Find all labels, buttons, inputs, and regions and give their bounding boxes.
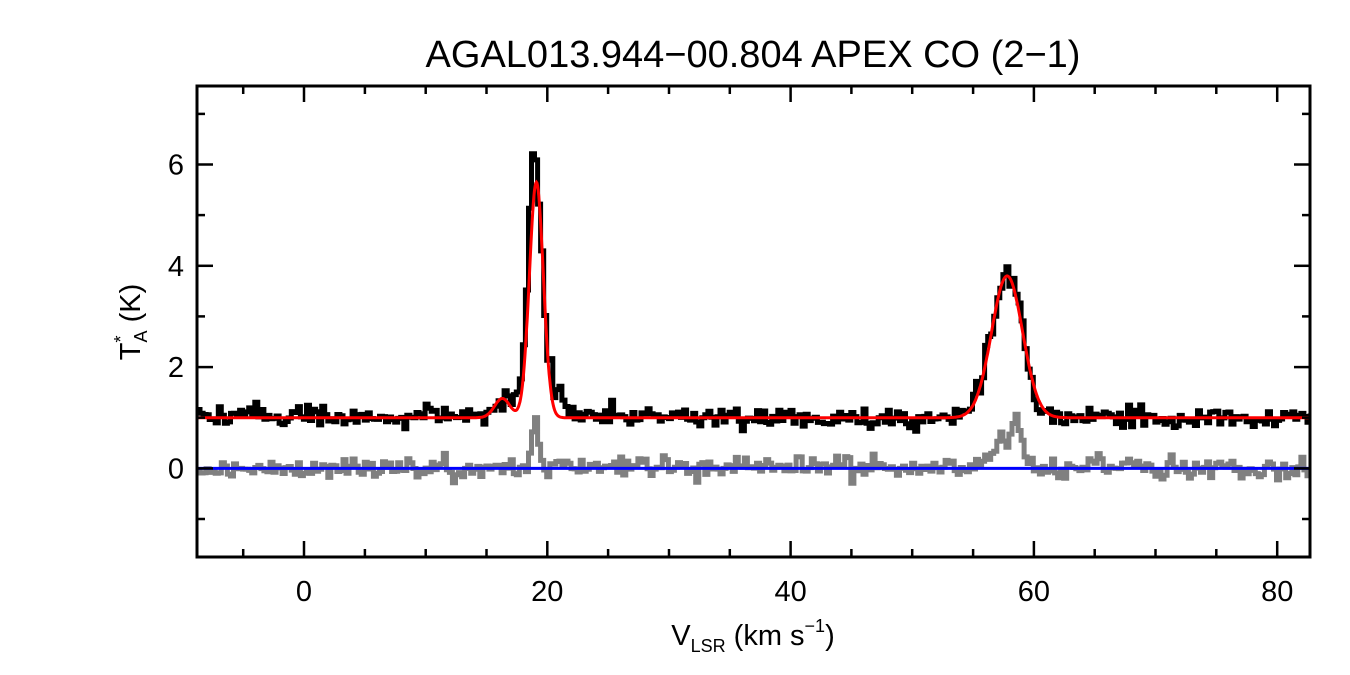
x-axis-label-sub: LSR [691, 636, 726, 656]
x-tick-label: 20 [531, 576, 563, 608]
y-tick-label: 0 [168, 453, 184, 485]
plot-frame [195, 84, 1312, 559]
plot-area [197, 151, 1310, 486]
y-tick-label: 6 [168, 150, 184, 182]
x-tick-label: 60 [1018, 576, 1050, 608]
x-tick-labels: 0 20 40 60 80 [296, 576, 1293, 608]
series-observed-spectrum [197, 151, 1310, 434]
y-axis-label-sup: * [111, 336, 131, 343]
axis-ticks [197, 86, 1310, 557]
x-axis-label-unit: (km s [726, 620, 805, 652]
x-axis-label-main: V [671, 620, 691, 652]
x-axis-label-unit-close: ) [825, 620, 835, 652]
y-axis-label-main: T [115, 342, 147, 360]
y-tick-labels: 0 2 4 6 [168, 150, 184, 486]
y-axis-label-sub: A [131, 330, 151, 342]
x-axis-label-sup: −1 [805, 616, 826, 636]
y-axis-label-unit: (K) [115, 284, 147, 331]
y-axis-label: T*A (K) [111, 284, 151, 360]
x-tick-label: 40 [774, 576, 806, 608]
chart-title: AGAL013.944−00.804 APEX CO (2−1) [426, 34, 1081, 76]
x-tick-label: 0 [296, 576, 312, 608]
y-tick-label: 2 [168, 352, 184, 384]
x-axis-label: VLSR (km s−1) [671, 616, 835, 656]
x-tick-label: 80 [1261, 576, 1293, 608]
series-fit [197, 179, 1310, 420]
y-tick-label: 4 [168, 251, 184, 283]
